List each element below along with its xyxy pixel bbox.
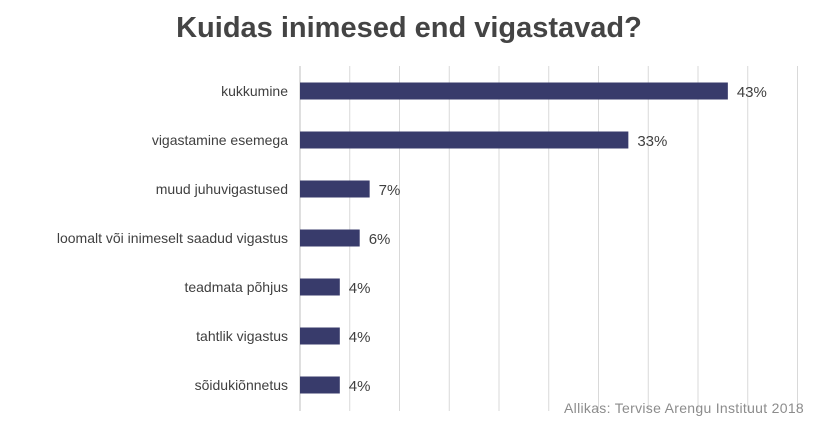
bar <box>300 278 340 296</box>
source-note: Allikas: Tervise Arengu Instituut 2018 <box>564 400 804 416</box>
bar <box>300 229 360 247</box>
data-label: 7% <box>379 182 401 199</box>
category-label: teadmata põhjus <box>184 279 288 295</box>
bar <box>300 82 728 100</box>
bar <box>300 327 340 345</box>
bar <box>300 180 370 198</box>
category-label: sõidukiõnnetus <box>195 377 288 393</box>
data-label: 6% <box>369 231 391 248</box>
category-label: loomalt või inimeselt saadud vigastus <box>57 230 288 246</box>
bar <box>300 376 340 394</box>
bar <box>300 131 629 149</box>
data-label: 33% <box>637 133 667 150</box>
category-label: vigastamine esemega <box>152 132 288 148</box>
category-label: kukkumine <box>221 83 288 99</box>
data-label: 4% <box>349 280 371 297</box>
category-label: muud juhuvigastused <box>156 181 288 197</box>
data-label: 43% <box>737 84 767 101</box>
data-label: 4% <box>349 378 371 395</box>
chart-title: Kuidas inimesed end vigastavad? <box>176 12 642 44</box>
category-label: tahtlik vigastus <box>196 328 288 344</box>
data-label: 4% <box>349 329 371 346</box>
